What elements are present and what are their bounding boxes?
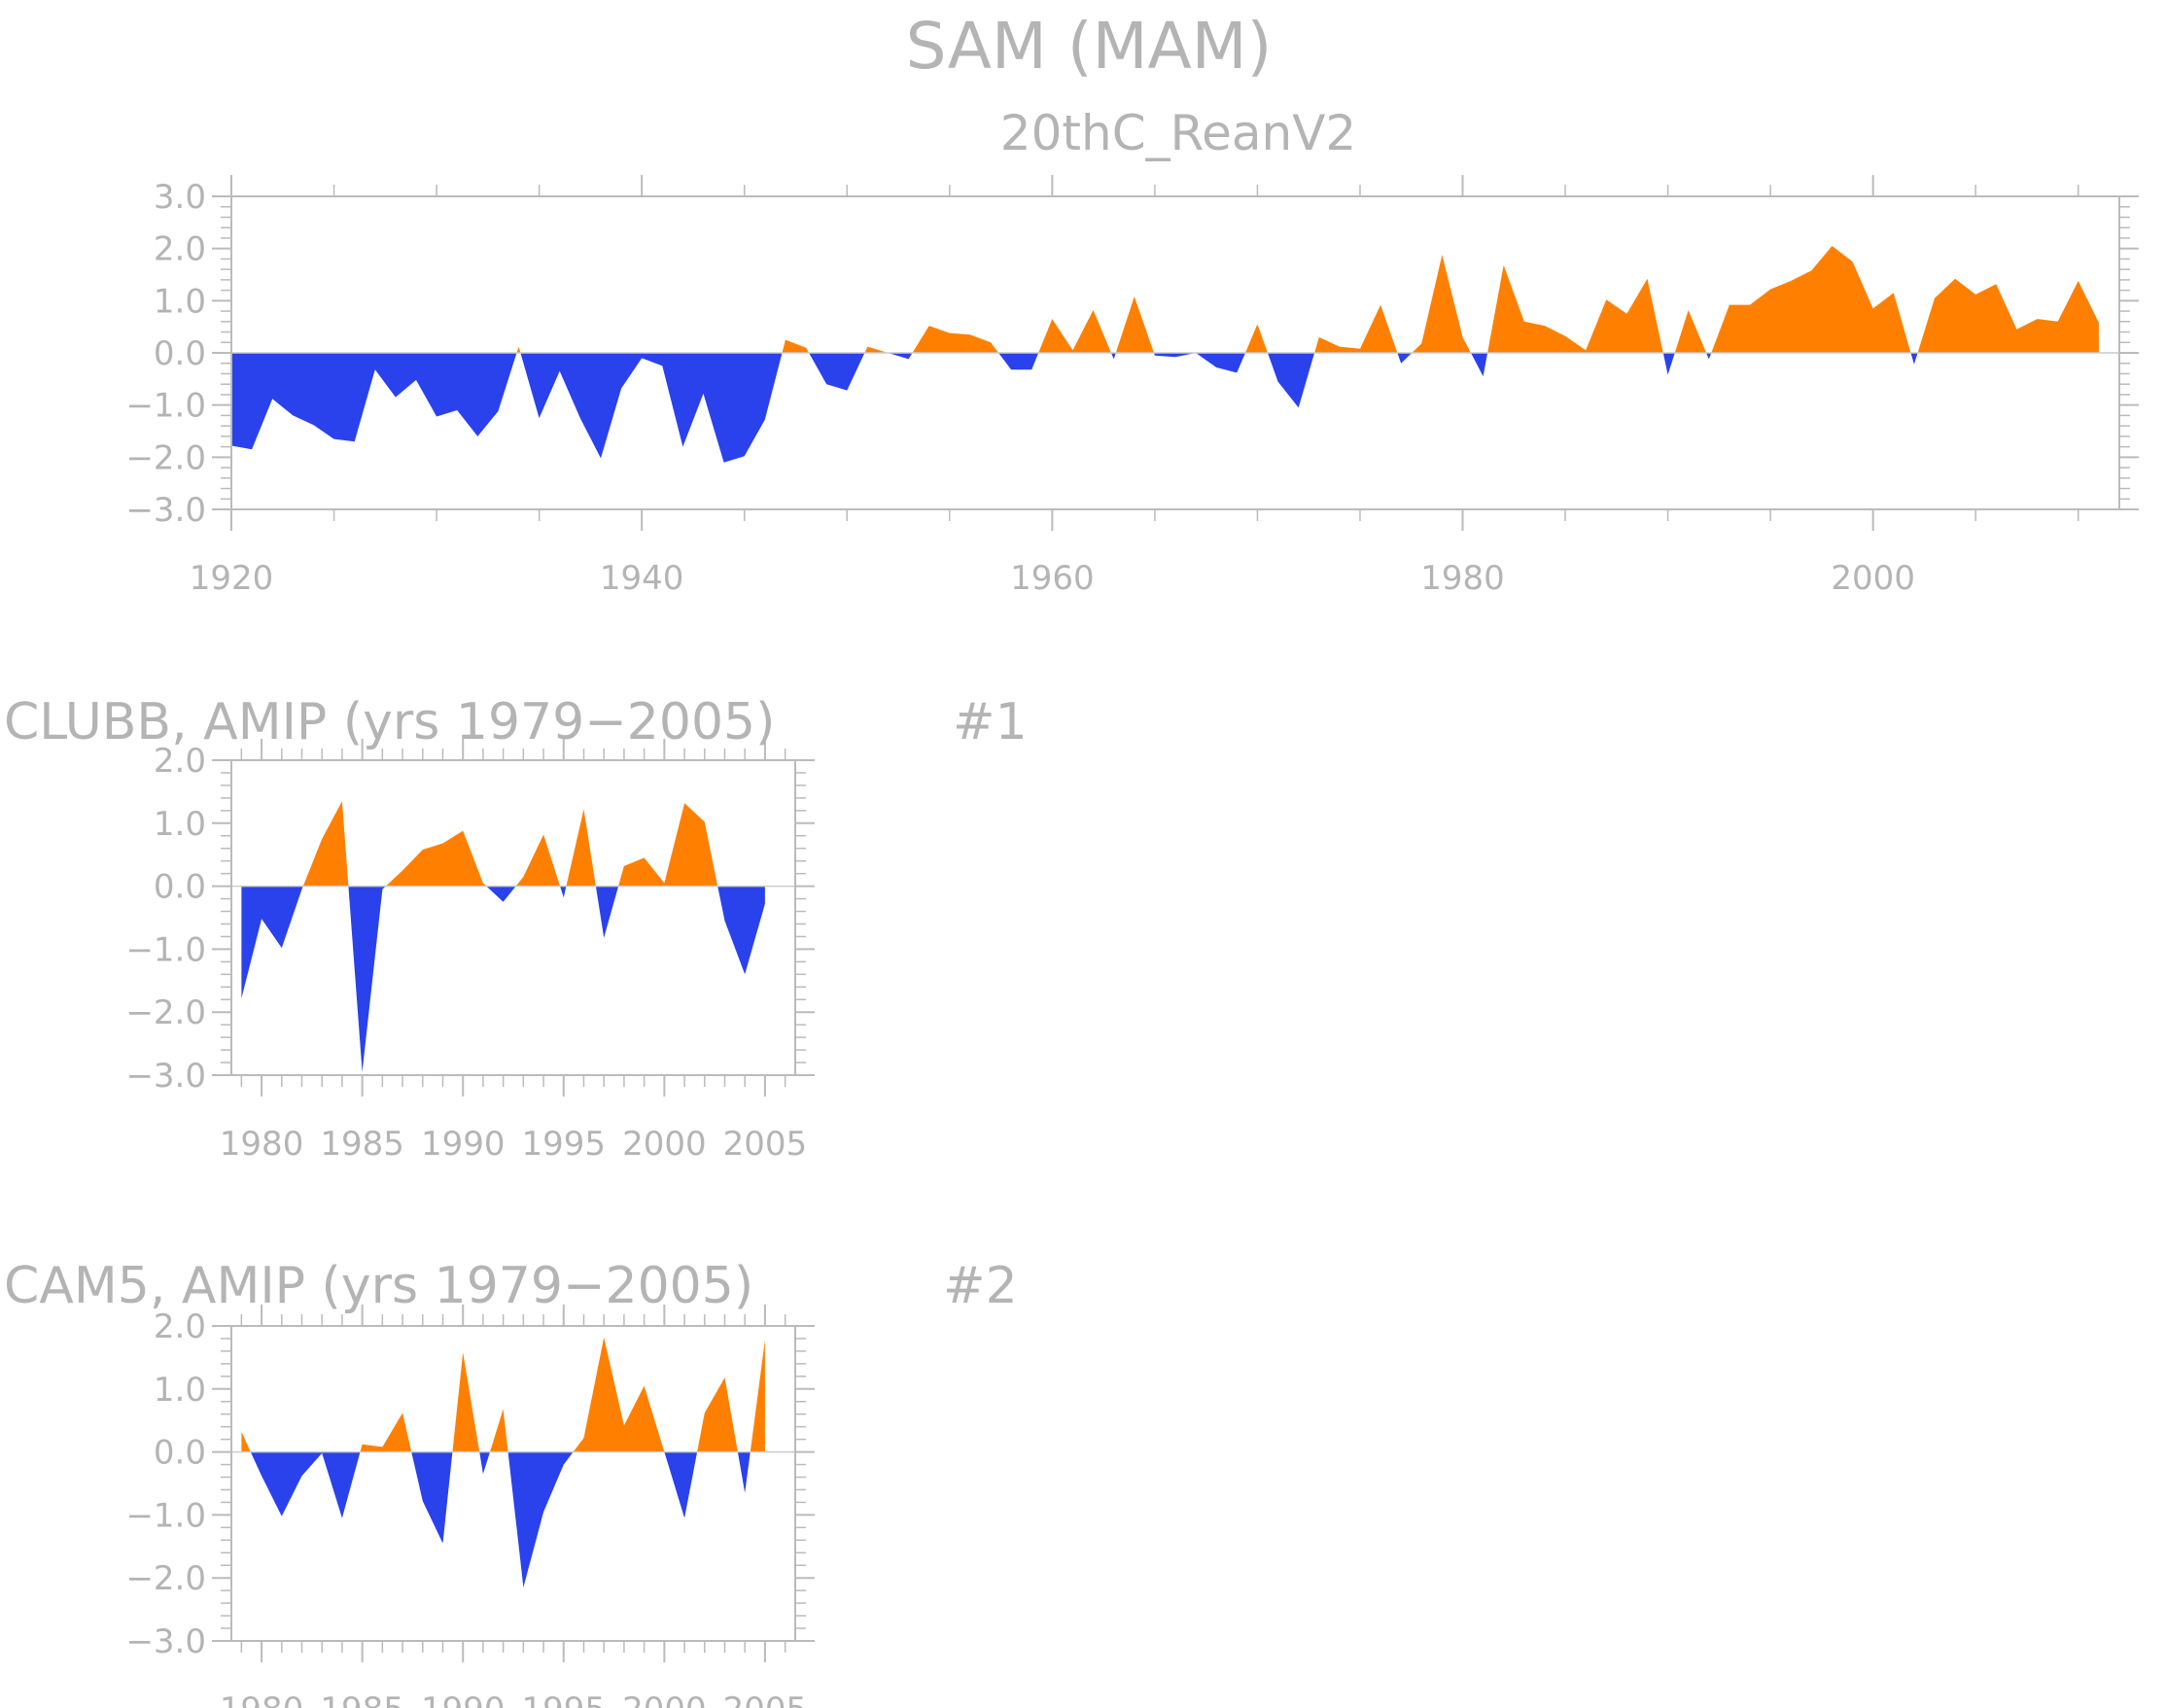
x-tick-label: 1920: [190, 559, 274, 598]
panel-number: #2: [943, 1257, 1018, 1315]
y-tick-label: 0.0: [154, 334, 206, 373]
y-tick-label: −3.0: [125, 1057, 206, 1096]
x-tick-label: 1995: [522, 1691, 607, 1708]
panel-cam5: 2.0 1.0 0.0 −1.0 −2.0 −3.0 1980 1985 1990 1995 200…: [4, 1257, 1018, 1708]
y-tick-label: −2.0: [125, 993, 206, 1032]
x-tick-label: 1985: [320, 1125, 404, 1164]
y-tick-label: −2.0: [125, 438, 206, 477]
x-tick-label: 1990: [421, 1125, 506, 1164]
y-tick-label: 0.0: [154, 1434, 206, 1473]
x-tick-label: 2005: [723, 1125, 808, 1164]
x-tick-label: 2005: [723, 1691, 808, 1708]
plot-frame: [230, 759, 796, 1076]
chart-title: SAM (MAM): [906, 9, 1273, 84]
y-tick-label: 3.0: [154, 178, 206, 217]
y-tick-label: 1.0: [154, 805, 206, 844]
panel-clubb: 2.0 1.0 0.0 −1.0 −2.0 −3.0 1980 1985 1990 1995 200…: [4, 693, 1028, 1164]
y-tick-label: 2.0: [154, 742, 206, 781]
x-tick-label: 1980: [220, 1691, 304, 1708]
x-tick-label: 1990: [421, 1691, 506, 1708]
y-tick-label: 2.0: [154, 1307, 206, 1346]
y-tick-label: 2.0: [154, 230, 206, 269]
x-tick-label: 1980: [220, 1125, 304, 1164]
panel-number: #1: [953, 693, 1028, 751]
y-tick-label: −1.0: [125, 930, 206, 969]
negative-area: [241, 886, 765, 1072]
x-tick-label: 1980: [1420, 559, 1505, 598]
x-tick-label: 2000: [622, 1691, 707, 1708]
x-tick-label: 1960: [1010, 559, 1095, 598]
negative-area: [241, 1451, 765, 1587]
plot-frame: [230, 1325, 796, 1642]
y-tick-label: −3.0: [125, 1622, 206, 1661]
panel-subtitle: 20thC_ReanV2: [1000, 105, 1356, 161]
positive-area: [241, 1337, 765, 1452]
y-tick-label: −3.0: [125, 491, 206, 530]
y-tick-label: −1.0: [125, 1496, 206, 1535]
y-tick-label: −2.0: [125, 1559, 206, 1598]
positive-area: [231, 246, 2099, 353]
x-tick-label: 1985: [320, 1691, 404, 1708]
positive-area: [241, 801, 765, 887]
x-tick-label: 1995: [522, 1125, 607, 1164]
panel-label: CAM5, AMIP (yrs 1979−2005): [4, 1257, 753, 1315]
panel-label: CLUBB, AMIP (yrs 1979−2005): [4, 693, 775, 751]
negative-area: [231, 353, 2099, 463]
y-tick-label: 1.0: [154, 1371, 206, 1410]
panel-reanalysis: 3.0 2.0 1.0 0.0 −1.0 −2.0 −3.0 1920 1940 1960 1980…: [125, 105, 2139, 598]
y-tick-label: 0.0: [154, 868, 206, 907]
x-tick-label: 2000: [622, 1125, 707, 1164]
y-tick-label: 1.0: [154, 282, 206, 321]
x-tick-label: 2000: [1831, 559, 1915, 598]
x-tick-label: 1940: [600, 559, 684, 598]
y-tick-label: −1.0: [125, 387, 206, 426]
